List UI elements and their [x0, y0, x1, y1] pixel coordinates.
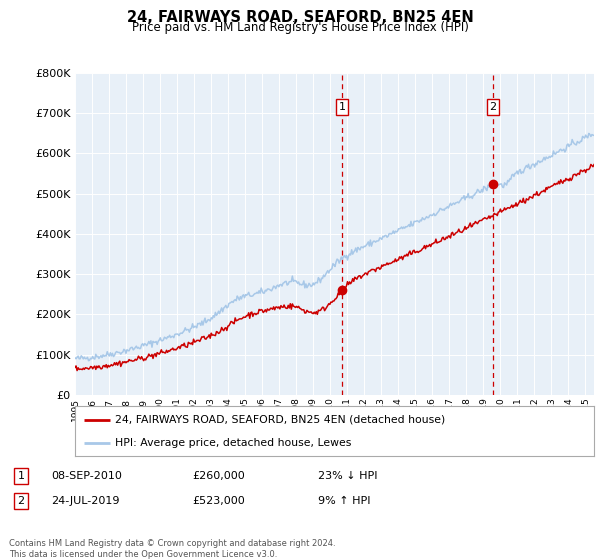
Text: 24-JUL-2019: 24-JUL-2019	[51, 496, 119, 506]
Text: £260,000: £260,000	[192, 471, 245, 481]
Text: 1: 1	[338, 102, 346, 112]
Text: 24, FAIRWAYS ROAD, SEAFORD, BN25 4EN: 24, FAIRWAYS ROAD, SEAFORD, BN25 4EN	[127, 10, 473, 25]
Text: 23% ↓ HPI: 23% ↓ HPI	[318, 471, 377, 481]
Text: 9% ↑ HPI: 9% ↑ HPI	[318, 496, 371, 506]
Text: Price paid vs. HM Land Registry's House Price Index (HPI): Price paid vs. HM Land Registry's House …	[131, 21, 469, 34]
Text: 2: 2	[490, 102, 496, 112]
Text: 2: 2	[17, 496, 25, 506]
Text: 1: 1	[17, 471, 25, 481]
Text: 08-SEP-2010: 08-SEP-2010	[51, 471, 122, 481]
Text: 24, FAIRWAYS ROAD, SEAFORD, BN25 4EN (detached house): 24, FAIRWAYS ROAD, SEAFORD, BN25 4EN (de…	[115, 414, 446, 424]
Text: HPI: Average price, detached house, Lewes: HPI: Average price, detached house, Lewe…	[115, 438, 352, 448]
Text: Contains HM Land Registry data © Crown copyright and database right 2024.
This d: Contains HM Land Registry data © Crown c…	[9, 539, 335, 559]
Text: £523,000: £523,000	[192, 496, 245, 506]
